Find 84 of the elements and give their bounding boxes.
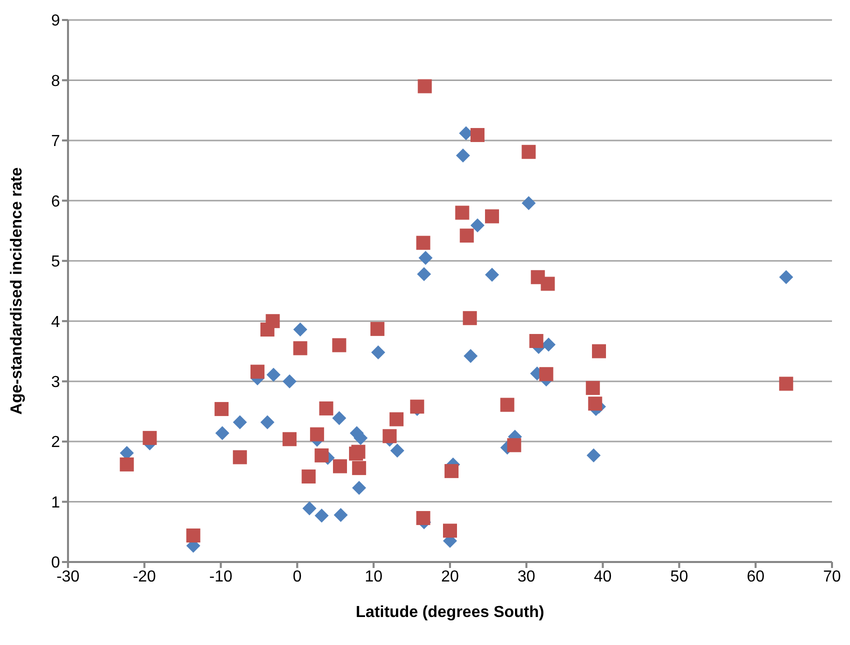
x-tick-label: 10 bbox=[364, 568, 383, 586]
x-axis-title: Latitude (degrees South) bbox=[356, 604, 544, 621]
x-tick-label: 50 bbox=[670, 568, 688, 586]
point bbox=[470, 218, 485, 232]
y-tick-label: 4 bbox=[51, 314, 60, 331]
point bbox=[215, 426, 230, 440]
point bbox=[444, 464, 459, 478]
point bbox=[443, 524, 457, 538]
point bbox=[370, 322, 384, 336]
point bbox=[382, 429, 397, 444]
x-tick-label: -10 bbox=[209, 568, 232, 586]
point bbox=[314, 448, 329, 462]
y-tick-label: 9 bbox=[51, 12, 60, 30]
point bbox=[120, 457, 134, 472]
point bbox=[319, 401, 334, 416]
x-tick-label: 60 bbox=[746, 568, 765, 586]
point bbox=[293, 341, 308, 356]
point bbox=[250, 364, 264, 379]
point bbox=[456, 148, 470, 162]
point bbox=[417, 267, 432, 282]
point bbox=[779, 270, 794, 284]
y-tick-label: 5 bbox=[51, 254, 60, 271]
x-tick-label: 0 bbox=[292, 568, 302, 586]
point bbox=[464, 349, 478, 364]
point bbox=[390, 412, 404, 426]
x-tick-label: 70 bbox=[823, 568, 841, 586]
point bbox=[470, 128, 485, 142]
x-tick-label: 30 bbox=[518, 568, 536, 586]
point bbox=[460, 228, 474, 243]
point bbox=[260, 415, 274, 430]
y-tick-label: 8 bbox=[51, 72, 60, 90]
point bbox=[529, 334, 544, 348]
point bbox=[214, 402, 229, 416]
point bbox=[539, 367, 554, 382]
y-tick-label: 2 bbox=[51, 434, 60, 452]
point bbox=[232, 415, 247, 430]
point bbox=[232, 450, 247, 464]
point bbox=[588, 396, 602, 411]
point bbox=[352, 461, 366, 476]
point bbox=[455, 206, 470, 220]
point bbox=[418, 79, 432, 94]
point bbox=[314, 508, 329, 523]
point bbox=[332, 411, 346, 426]
point bbox=[410, 400, 424, 414]
point bbox=[507, 438, 522, 452]
point bbox=[282, 432, 297, 446]
point bbox=[332, 338, 346, 352]
point bbox=[586, 448, 601, 462]
x-tick-label: 20 bbox=[441, 568, 459, 586]
point bbox=[485, 209, 500, 224]
point bbox=[542, 338, 556, 352]
point bbox=[522, 196, 536, 210]
point bbox=[390, 444, 404, 458]
point bbox=[310, 427, 324, 442]
point bbox=[293, 322, 308, 337]
point bbox=[332, 459, 347, 474]
point bbox=[500, 398, 514, 412]
point bbox=[462, 311, 477, 326]
point bbox=[779, 376, 794, 391]
point bbox=[418, 250, 433, 265]
y-tick-label: 6 bbox=[51, 193, 60, 210]
point bbox=[416, 236, 430, 250]
x-tick-label: 40 bbox=[594, 568, 612, 586]
x-tick-label: -20 bbox=[132, 568, 156, 586]
point bbox=[416, 511, 430, 526]
point bbox=[302, 501, 316, 516]
point bbox=[302, 469, 316, 484]
y-tick-label: 1 bbox=[51, 494, 60, 512]
point bbox=[485, 268, 500, 282]
point bbox=[266, 368, 281, 382]
point bbox=[266, 314, 280, 328]
point bbox=[334, 508, 348, 522]
point bbox=[540, 276, 555, 291]
y-axis-title: Age-standardised incidence rate bbox=[8, 167, 26, 415]
point bbox=[522, 144, 536, 159]
point bbox=[352, 480, 366, 495]
point bbox=[186, 528, 200, 542]
point bbox=[142, 430, 157, 445]
point bbox=[586, 380, 600, 395]
y-tick-label: 7 bbox=[51, 133, 60, 150]
y-tick-label: 3 bbox=[51, 374, 60, 392]
point bbox=[282, 374, 297, 388]
point bbox=[371, 345, 386, 360]
point bbox=[592, 344, 606, 358]
